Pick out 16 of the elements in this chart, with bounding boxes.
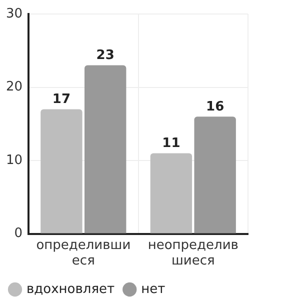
data-label: 11 — [162, 136, 180, 152]
y-tick-label: 0 — [14, 226, 23, 242]
bar — [40, 109, 82, 234]
data-label: 23 — [96, 48, 114, 64]
x-tick-label: определившиеся — [36, 238, 131, 269]
data-label: 16 — [206, 99, 224, 114]
bar — [150, 153, 192, 234]
legend-label: вдохновляет — [26, 282, 116, 297]
y-tick-label: 30 — [6, 6, 23, 22]
data-label: 17 — [52, 92, 71, 108]
bar — [84, 65, 126, 234]
bar — [194, 116, 236, 234]
x-tick-label: неопределившиеся — [148, 238, 238, 269]
legend-label: нет — [141, 282, 166, 297]
y-tick-label: 20 — [6, 80, 23, 95]
y-tick-label: 10 — [6, 152, 23, 168]
